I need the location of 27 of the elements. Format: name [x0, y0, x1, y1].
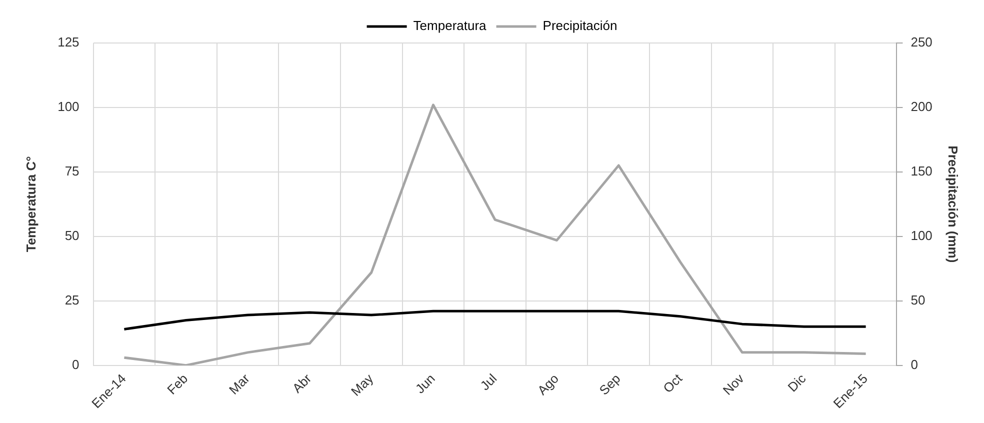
x-tick-label: Ago [534, 370, 562, 398]
x-tick-label: Jun [412, 370, 438, 396]
y-tick-label: 25 [64, 292, 80, 308]
y-tick-label: 50 [64, 228, 80, 243]
y-tick-label: 125 [58, 34, 80, 50]
y-tick-label: 100 [58, 99, 80, 114]
y-tick-label: 0 [72, 356, 80, 372]
x-tick-label: Feb [164, 370, 191, 398]
y2-tick-label: 150 [910, 164, 932, 179]
x-tick-label: Oct [660, 370, 686, 396]
legend-label: Temperatura [413, 18, 488, 34]
y-axis-title: Temperatura C° [23, 156, 38, 252]
x-tick-label: Abr [289, 370, 315, 396]
y2-tick-label: 0 [910, 356, 918, 372]
x-tick-label: Nov [720, 370, 748, 398]
x-tick-label: Sep [596, 370, 624, 398]
x-tick-label: Dic [784, 370, 810, 395]
y2-axis-title: Precipitación (mm) [946, 146, 961, 263]
y2-tick-label: 50 [910, 292, 926, 308]
legend-label: Precipitación [542, 18, 618, 34]
y2-tick-label: 200 [910, 99, 932, 114]
x-tick-label: Mar [226, 370, 253, 398]
y2-tick-label: 100 [910, 228, 932, 243]
y-tick-label: 75 [64, 164, 80, 179]
y2-tick-label: 250 [910, 34, 932, 50]
x-tick-label: May [348, 370, 376, 399]
x-tick-label: Jul [477, 370, 500, 394]
